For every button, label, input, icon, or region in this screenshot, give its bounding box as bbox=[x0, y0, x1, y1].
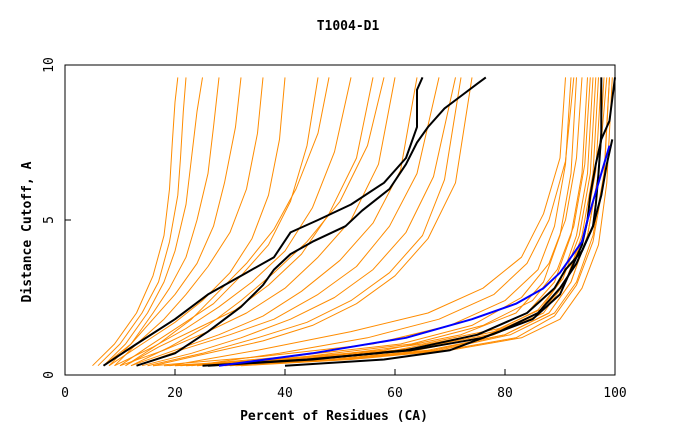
orange-right-line-6 bbox=[196, 77, 591, 367]
orange-right-line-13 bbox=[191, 77, 575, 367]
x-tick-label: 40 bbox=[277, 386, 293, 401]
orange-left-line-3 bbox=[108, 77, 220, 367]
orange-right-line-9 bbox=[240, 77, 613, 367]
x-tick-label: 20 bbox=[167, 386, 183, 401]
orange-right-line-5 bbox=[229, 77, 610, 367]
orange-left-bundle bbox=[92, 77, 473, 367]
orange-left-line-4 bbox=[103, 77, 242, 367]
x-axis: 0 20 40 60 80 100 bbox=[61, 369, 627, 401]
orange-right-line-12 bbox=[169, 77, 566, 367]
orange-left-line-9 bbox=[125, 77, 374, 367]
blue-best-line bbox=[218, 145, 611, 367]
orange-right-bundle bbox=[152, 77, 613, 367]
x-tick-label: 80 bbox=[497, 386, 513, 401]
orange-right-line-10 bbox=[180, 77, 583, 367]
x-axis-label: Percent of Residues (CA) bbox=[240, 409, 428, 424]
orange-left-line-8 bbox=[114, 77, 352, 367]
black-left-1-line bbox=[102, 76, 424, 367]
y-axis-label: Distance Cutoff, A bbox=[20, 161, 35, 302]
black-right-2-line bbox=[202, 77, 616, 367]
y-tick-label: 10 bbox=[42, 57, 57, 73]
orange-left-line-14 bbox=[147, 77, 462, 367]
black-left-2-line bbox=[136, 76, 487, 367]
orange-left-line-12 bbox=[136, 77, 440, 367]
orange-left-line-1 bbox=[97, 77, 187, 367]
y-tick-label: 5 bbox=[42, 216, 57, 224]
orange-left-line-16 bbox=[125, 77, 330, 367]
orange-left-line-6 bbox=[108, 77, 286, 367]
highlight-series bbox=[102, 76, 616, 367]
orange-right-line-8 bbox=[152, 77, 572, 367]
orange-left-line-5 bbox=[114, 77, 264, 367]
x-tick-label: 0 bbox=[61, 386, 69, 401]
orange-left-line-17 bbox=[152, 77, 473, 367]
x-tick-label: 60 bbox=[387, 386, 403, 401]
orange-left-line-15 bbox=[130, 77, 385, 367]
x-tick-label: 100 bbox=[603, 386, 626, 401]
orange-left-line-13 bbox=[141, 77, 456, 367]
orange-left-line-0 bbox=[92, 77, 179, 367]
orange-right-line-11 bbox=[213, 77, 597, 367]
black-right-3-line bbox=[284, 139, 614, 367]
chart-title: T1004-D1 bbox=[317, 19, 380, 34]
y-tick-label: 0 bbox=[42, 371, 57, 379]
orange-left-line-2 bbox=[103, 77, 203, 367]
orange-left-line-10 bbox=[119, 77, 396, 367]
y-axis: 0 5 10 bbox=[42, 57, 71, 379]
